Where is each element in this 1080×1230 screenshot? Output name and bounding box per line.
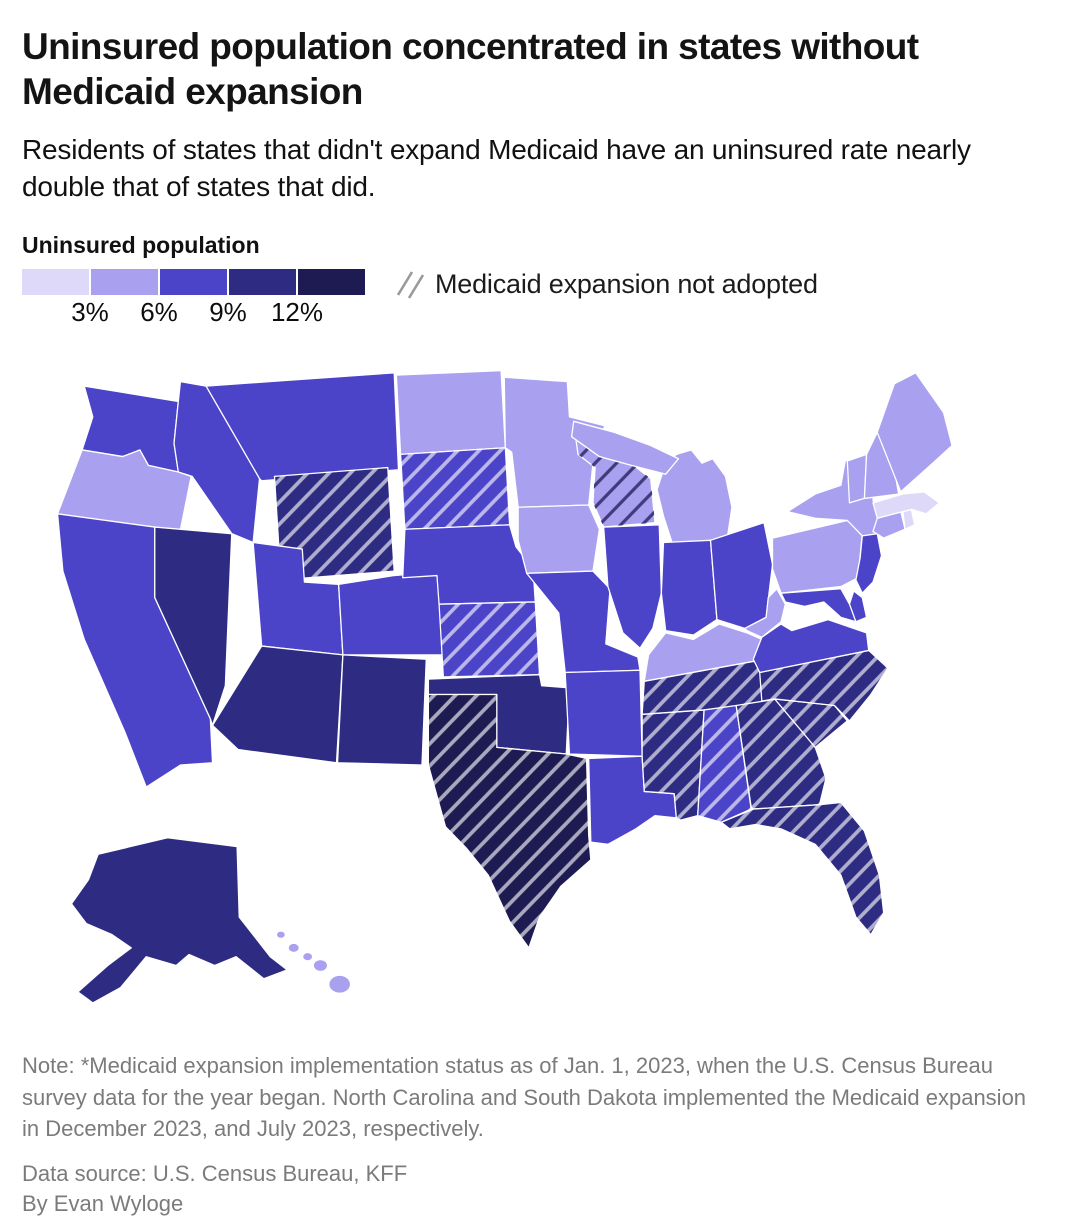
state-az bbox=[211, 645, 344, 764]
state-tx bbox=[427, 694, 592, 949]
byline: By Evan Wyloge bbox=[22, 1190, 184, 1216]
state-nd bbox=[395, 370, 506, 456]
page-title: Uninsured population concentrated in sta… bbox=[22, 26, 919, 113]
state-fl bbox=[720, 801, 885, 936]
legend-tick-12: 12% bbox=[270, 297, 324, 328]
state-ia bbox=[517, 504, 601, 575]
legend-tick-9: 9% bbox=[209, 297, 247, 328]
legend-swatch-4 bbox=[229, 269, 296, 296]
state-in bbox=[660, 539, 718, 636]
legend-tick-6: 6% bbox=[140, 297, 178, 328]
state-me bbox=[876, 372, 953, 493]
legend: Uninsured population 3% 6% 9% 12% Medicaid … bbox=[22, 232, 1058, 331]
legend-swatch-3 bbox=[160, 269, 227, 296]
state-co bbox=[337, 570, 451, 656]
state-vt bbox=[846, 453, 868, 504]
state-mn bbox=[503, 376, 606, 509]
state-al bbox=[697, 705, 752, 824]
legend-swatch-2 bbox=[91, 269, 158, 296]
note-text: Note: *Medicaid expansion implementation… bbox=[22, 1053, 1027, 1142]
hatch-legend: Medicaid expansion not adopted bbox=[393, 267, 818, 301]
state-wv bbox=[744, 588, 786, 639]
legend-swatch-1 bbox=[22, 269, 89, 296]
color-scale: 3% 6% 9% 12% bbox=[22, 269, 365, 331]
state-wy bbox=[273, 467, 395, 581]
state-ma bbox=[872, 491, 940, 520]
footer: Note: *Medicaid expansion implementation… bbox=[22, 1050, 1032, 1216]
state-ri bbox=[902, 508, 916, 531]
state-mi bbox=[570, 420, 733, 544]
state-ar bbox=[564, 669, 643, 758]
legend-title: Uninsured population bbox=[22, 232, 260, 259]
us-choropleth-map bbox=[18, 353, 1058, 1030]
state-hi bbox=[276, 930, 351, 994]
state-nc bbox=[759, 649, 889, 722]
state-ks bbox=[438, 601, 541, 678]
state-sd bbox=[399, 447, 511, 531]
state-va bbox=[752, 619, 870, 674]
state-il bbox=[603, 524, 663, 650]
state-tn bbox=[641, 660, 774, 716]
hatch-pattern-icon bbox=[396, 271, 425, 299]
state-md bbox=[780, 588, 857, 623]
state-wi bbox=[575, 438, 656, 528]
page-subtitle: Residents of states that didn't expand M… bbox=[22, 134, 971, 203]
state-ms bbox=[641, 709, 705, 821]
state-ak bbox=[70, 837, 288, 1004]
state-nm bbox=[336, 654, 427, 766]
state-sc bbox=[774, 698, 848, 749]
state-nj bbox=[855, 533, 883, 594]
state-mo bbox=[526, 570, 641, 674]
hatch-legend-label: Medicaid expansion not adopted bbox=[435, 268, 818, 299]
data-source: Data source: U.S. Census Bureau, KFF bbox=[22, 1160, 408, 1186]
legend-swatch-5 bbox=[298, 269, 365, 296]
legend-tick-3: 3% bbox=[71, 297, 109, 328]
state-oh bbox=[709, 522, 774, 630]
state-pa bbox=[771, 519, 863, 594]
us-map-svg bbox=[56, 370, 953, 1004]
